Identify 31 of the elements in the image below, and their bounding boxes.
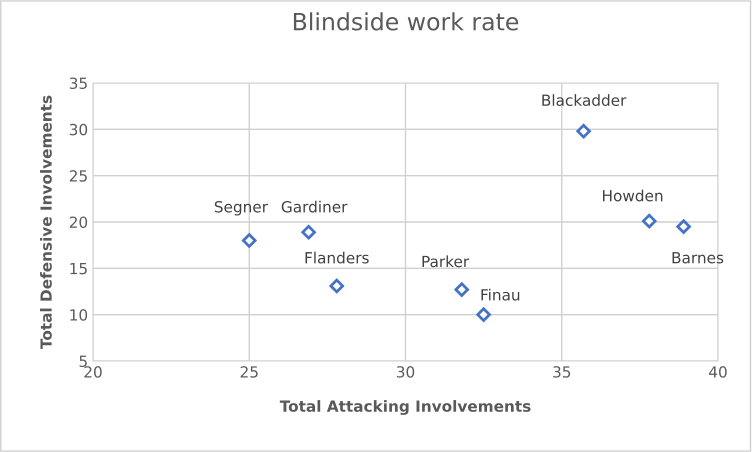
annotation: Parker	[422, 255, 470, 268]
point	[576, 124, 591, 138]
x-axis-title: Total Attacking Involvements	[280, 400, 531, 415]
point	[301, 224, 316, 240]
x-tick-label: 25	[240, 366, 258, 378]
y-tick-label: 15	[70, 263, 87, 274]
point	[476, 307, 491, 322]
y-tick-label: 30	[70, 124, 88, 136]
point	[676, 219, 691, 234]
annotation: Gardiner	[282, 200, 348, 213]
y-tick-label: 35	[70, 77, 87, 90]
annotation: Blackadder	[542, 94, 626, 106]
point	[329, 278, 344, 294]
chart-title: Blindside work rate	[294, 12, 518, 31]
point	[454, 282, 470, 297]
point	[642, 214, 657, 228]
annotation: Howden	[603, 190, 662, 202]
y-tick-label: 5	[80, 356, 87, 368]
x-tick-label: 35	[553, 366, 570, 378]
annotation: Finau	[481, 288, 520, 301]
x-tick-label: 40	[709, 366, 727, 378]
y-tick-label: 25	[70, 170, 87, 182]
y-axis-title: Total Defensive Involvements	[40, 96, 52, 349]
point	[242, 233, 257, 248]
y-tick-label: 20	[70, 216, 88, 228]
annotation: Segner	[214, 201, 268, 216]
annotation: Flanders	[306, 252, 369, 264]
x-tick-label: 30	[396, 366, 414, 378]
y-tick-label: 10	[70, 309, 88, 321]
annotation: Barnes	[672, 252, 724, 264]
x-tick-label: 20	[84, 366, 102, 378]
